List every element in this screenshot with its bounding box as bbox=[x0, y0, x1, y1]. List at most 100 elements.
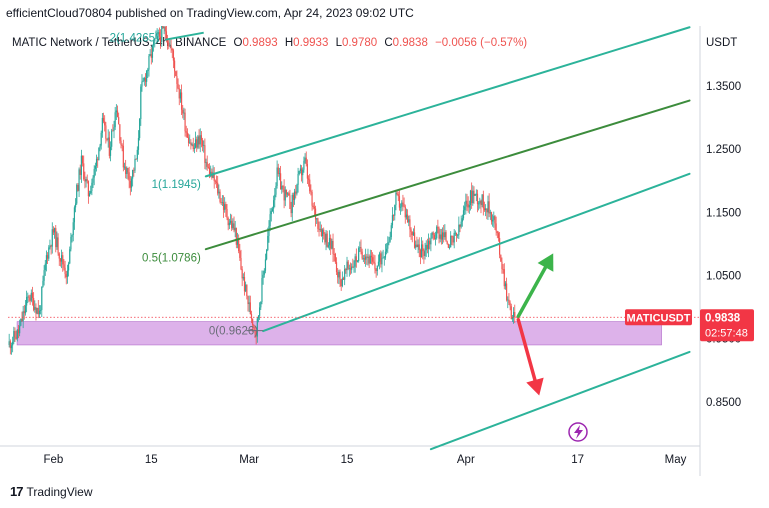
candle-body bbox=[146, 71, 148, 82]
candle-body bbox=[273, 200, 275, 209]
candle-body bbox=[476, 193, 479, 205]
candle-body bbox=[255, 332, 257, 337]
candle-body bbox=[365, 256, 367, 260]
price-tag-bg[interactable] bbox=[700, 309, 754, 342]
candle-body bbox=[173, 60, 176, 72]
candle-body bbox=[151, 45, 154, 58]
candle-body bbox=[104, 121, 106, 126]
candle-body bbox=[473, 190, 475, 196]
candle-body bbox=[185, 131, 187, 133]
close-value: 0.9838 bbox=[393, 37, 428, 49]
candle-body bbox=[417, 244, 419, 248]
candle-body bbox=[24, 305, 27, 314]
candle-body bbox=[513, 312, 515, 318]
candle-body bbox=[77, 184, 79, 191]
candle-body bbox=[57, 237, 59, 254]
candle-body bbox=[201, 140, 204, 146]
channel-line-outer[interactable] bbox=[429, 350, 691, 451]
candle-body bbox=[418, 244, 420, 250]
candle-body bbox=[140, 86, 142, 119]
symbol-name: MATIC Network / TetherUS, 4h, BINANCE bbox=[12, 37, 227, 49]
y-tick-label: 1.3500 bbox=[706, 81, 741, 93]
candle-body bbox=[191, 144, 193, 146]
candle-body bbox=[69, 249, 71, 264]
candle-body bbox=[469, 190, 472, 206]
candle-body bbox=[257, 315, 260, 319]
candle-body bbox=[486, 208, 488, 213]
arrow-up-icon[interactable] bbox=[516, 253, 554, 319]
candle-body bbox=[186, 132, 189, 138]
candle-body bbox=[36, 307, 38, 314]
candle-body bbox=[408, 219, 410, 223]
candle-body bbox=[44, 263, 46, 271]
candle-body bbox=[475, 193, 477, 195]
candle-body bbox=[466, 200, 468, 204]
candle-body bbox=[316, 218, 318, 220]
candle-body bbox=[482, 194, 484, 209]
candle-body bbox=[333, 253, 335, 255]
candle-body bbox=[155, 34, 157, 39]
channel-line-upper[interactable] bbox=[204, 26, 691, 178]
candle-body bbox=[472, 190, 474, 204]
candle-body bbox=[448, 247, 451, 249]
candle-body bbox=[196, 139, 198, 148]
candle-body bbox=[219, 191, 221, 202]
channel-line-middle[interactable] bbox=[204, 99, 691, 251]
candle-body bbox=[248, 302, 250, 305]
candle-body bbox=[390, 225, 392, 238]
candle-body bbox=[452, 237, 454, 243]
arrow-down-icon[interactable] bbox=[516, 317, 544, 396]
candle-body bbox=[247, 295, 249, 305]
candle-body bbox=[245, 284, 247, 292]
candle-body bbox=[109, 146, 112, 156]
candle-body bbox=[13, 331, 15, 342]
candle-body bbox=[76, 184, 78, 204]
candle-body bbox=[492, 219, 494, 222]
candle-body bbox=[405, 214, 408, 218]
candle-body bbox=[289, 195, 291, 210]
candle-body bbox=[351, 266, 353, 270]
candlestick-chart: MATIC Network / TetherUS, 4h, BINANCE O0… bbox=[0, 19, 754, 476]
candle-body bbox=[250, 314, 253, 319]
candle-body bbox=[345, 269, 347, 271]
candle-body bbox=[66, 270, 69, 278]
candle-body bbox=[354, 256, 356, 267]
candle-body bbox=[183, 112, 185, 114]
candle-body bbox=[446, 241, 448, 244]
candle-body bbox=[440, 234, 442, 240]
x-tick-label: Mar bbox=[239, 454, 259, 466]
candle-body bbox=[338, 271, 340, 278]
candle-body bbox=[206, 162, 208, 167]
candle-body bbox=[286, 193, 289, 195]
x-tick-label: 17 bbox=[571, 454, 584, 466]
candle-body bbox=[461, 218, 463, 222]
channel-line-lower[interactable] bbox=[262, 172, 691, 333]
candle-body bbox=[288, 193, 290, 196]
flash-icon[interactable] bbox=[568, 422, 588, 442]
candle-body bbox=[26, 296, 28, 306]
candle-body bbox=[434, 238, 437, 240]
candle-body bbox=[363, 258, 366, 260]
candle-body bbox=[84, 179, 86, 182]
candle-body bbox=[342, 278, 345, 280]
candle-body bbox=[30, 292, 32, 301]
candle-body bbox=[402, 202, 404, 204]
candle-body bbox=[479, 200, 481, 204]
fib-label: 0.5(1.0786) bbox=[142, 252, 201, 264]
candle-body bbox=[133, 169, 135, 171]
candle-body bbox=[437, 226, 439, 229]
candle-body bbox=[270, 211, 272, 215]
y-tick-label: 1.1500 bbox=[706, 207, 741, 219]
arrow-head bbox=[526, 377, 544, 396]
candle-body bbox=[106, 138, 108, 140]
symbol-tag-bg[interactable] bbox=[625, 309, 692, 326]
candle-body bbox=[228, 222, 230, 226]
candle-body bbox=[503, 269, 505, 287]
candle-body bbox=[298, 170, 300, 175]
candle-body bbox=[153, 41, 155, 46]
candle-body bbox=[236, 239, 239, 245]
candle-body bbox=[372, 257, 374, 262]
candle-body bbox=[281, 185, 283, 190]
candle-body bbox=[290, 209, 292, 214]
candle-body bbox=[128, 172, 130, 182]
